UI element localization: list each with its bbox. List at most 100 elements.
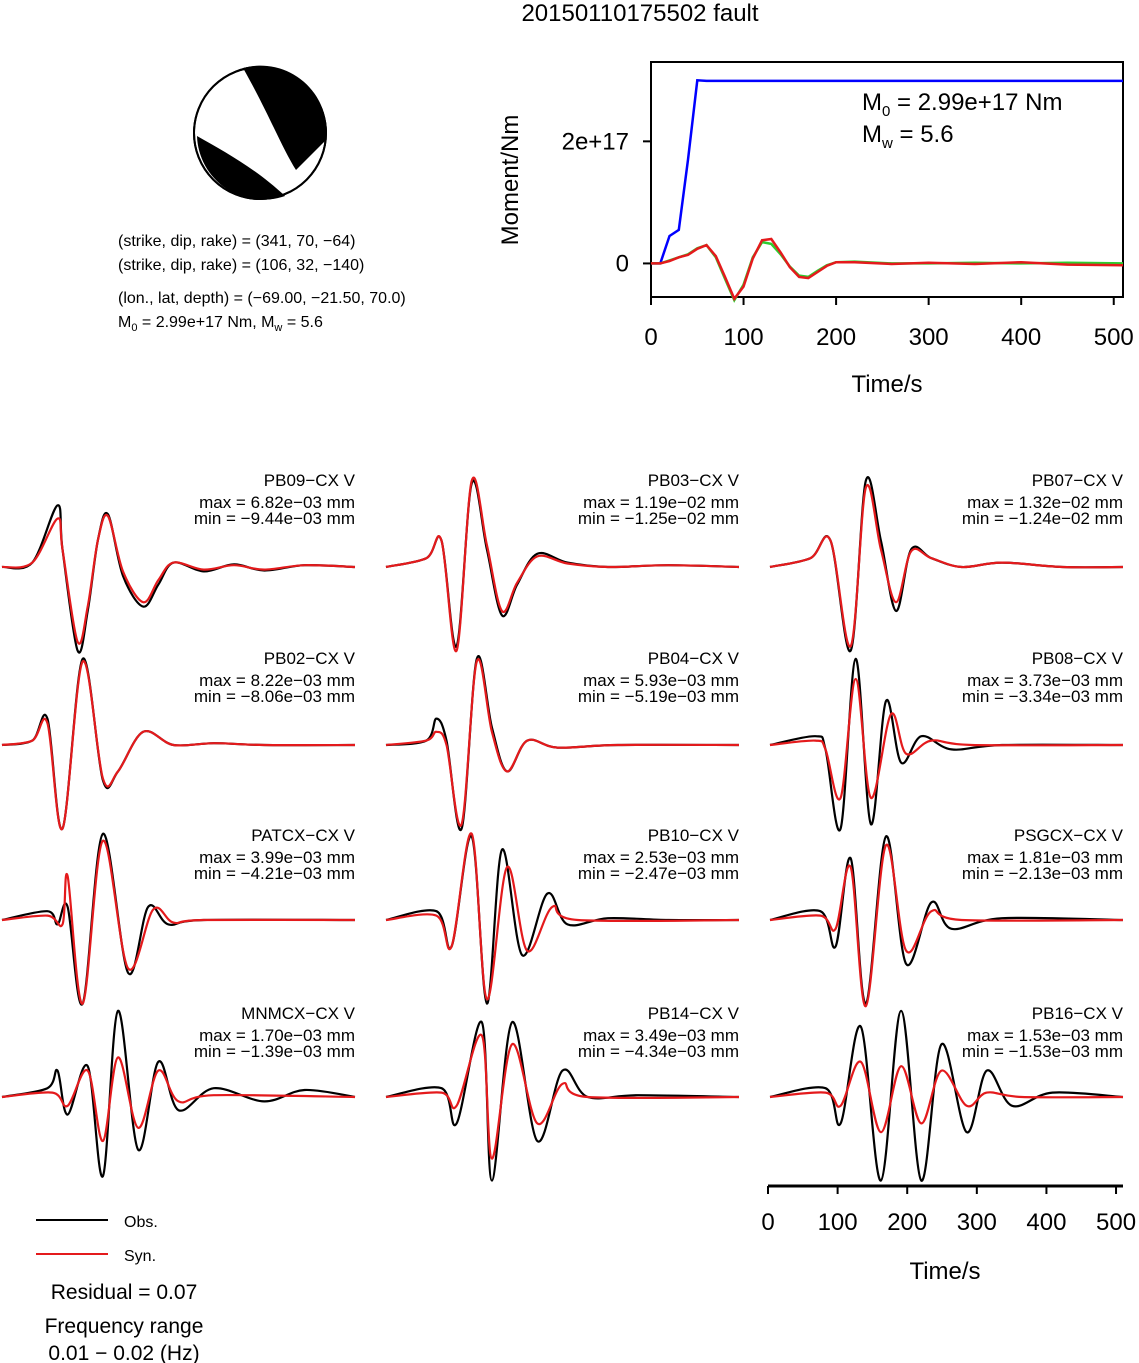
station-max: max = 1.53e−03 mm <box>967 1026 1123 1045</box>
station-max: max = 8.22e−03 mm <box>199 671 355 690</box>
moment-mw-label: Mw = 5.6 <box>862 121 954 152</box>
station-max: max = 3.99e−03 mm <box>199 848 355 867</box>
syn-trace <box>1 513 356 645</box>
syn-trace <box>385 476 740 652</box>
moment-xlabel: Time/s <box>851 371 922 398</box>
legend-syn-label: Syn. <box>124 1248 156 1265</box>
station-max: max = 2.53e−03 mm <box>583 848 739 867</box>
legend-obs-label: Obs. <box>124 1214 158 1231</box>
syn-trace <box>769 1060 1124 1134</box>
waveform-xtick-label: 100 <box>818 1209 858 1236</box>
mechanism-m0: 2.99e+17 Nm <box>156 314 253 331</box>
station-label: MNMCX−CX V <box>241 1004 355 1023</box>
station-label: PB09−CX V <box>264 471 356 490</box>
moment-xtick-label: 0 <box>644 324 657 351</box>
moment-xtick-label: 300 <box>909 324 949 351</box>
station-min: min = −5.19e−03 mm <box>578 687 739 706</box>
waveform-xtick-label: 500 <box>1096 1209 1136 1236</box>
station-max: max = 3.49e−03 mm <box>583 1026 739 1045</box>
syn-trace <box>769 677 1124 801</box>
station-label: PB16−CX V <box>1032 1004 1124 1023</box>
frequency-label: Frequency range <box>45 1315 204 1338</box>
moment-xtick-label: 500 <box>1094 324 1134 351</box>
station-max: max = 1.32e−02 mm <box>967 493 1123 512</box>
frequency-value: 0.01 − 0.02 (Hz) <box>48 1342 199 1363</box>
legend: Obs. Syn. <box>36 1214 158 1265</box>
moment-m0-value: 2.99e+17 Nm <box>918 89 1063 116</box>
station-min: min = −2.47e−03 mm <box>578 864 739 883</box>
station-max: max = 5.93e−03 mm <box>583 671 739 690</box>
station-label: PB04−CX V <box>648 649 740 668</box>
station-max: max = 1.81e−03 mm <box>967 848 1123 867</box>
station-min: min = −4.21e−03 mm <box>194 864 355 883</box>
mechanism-line-4: M0 = 2.99e+17 Nm, Mw = 5.6 <box>118 314 323 334</box>
syn-trace <box>385 658 740 827</box>
station-max: max = 1.19e−02 mm <box>583 493 739 512</box>
station-label: PB08−CX V <box>1032 649 1124 668</box>
moment-mw-value: 5.6 <box>920 121 953 148</box>
syn-trace <box>1 1056 356 1143</box>
station-min: min = −1.53e−03 mm <box>962 1042 1123 1061</box>
waveform-xlabel: Time/s <box>909 1258 980 1285</box>
obs-trace <box>769 1009 1124 1182</box>
station-label: PB02−CX V <box>264 649 356 668</box>
mechanism-mw: 5.6 <box>301 314 323 331</box>
station-min: min = −4.34e−03 mm <box>578 1042 739 1061</box>
station-min: min = −9.44e−03 mm <box>194 509 355 528</box>
station-max: max = 1.70e−03 mm <box>199 1026 355 1045</box>
station-max: max = 6.82e−03 mm <box>199 493 355 512</box>
mechanism-line-1: (strike, dip, rake) = (341, 70, −64) <box>118 233 355 250</box>
moment-xtick-label: 400 <box>1001 324 1041 351</box>
moment-xtick-label: 100 <box>724 324 764 351</box>
moment-ylabel: Moment/Nm <box>497 115 524 246</box>
moment-plot-frame <box>650 61 1124 298</box>
moment-xtick-label: 200 <box>816 324 856 351</box>
syn-trace <box>385 832 740 1001</box>
station-label: PB14−CX V <box>648 1004 740 1023</box>
station-min: min = −1.24e−02 mm <box>962 509 1123 528</box>
mechanism-line-3: (lon., lat, depth) = (−69.00, −21.50, 70… <box>118 290 406 307</box>
moment-series-3 <box>651 237 1124 302</box>
moment-ytick-label: 2e+17 <box>562 128 629 155</box>
syn-trace <box>769 483 1124 648</box>
syn-trace <box>1 660 356 831</box>
moment-ytick-label: 0 <box>616 250 629 277</box>
syn-trace <box>1 839 356 1005</box>
station-label: PB07−CX V <box>1032 471 1124 490</box>
waveform-xtick-label: 300 <box>957 1209 997 1236</box>
beachball-icon <box>193 65 327 200</box>
mechanism-info: (strike, dip, rake) = (341, 70, −64) (st… <box>118 233 406 334</box>
figure-title: 20150110175502 fault <box>521 0 758 27</box>
obs-trace <box>769 835 1124 1005</box>
syn-trace <box>769 844 1124 1008</box>
station-label: PB10−CX V <box>648 826 740 845</box>
waveform-xtick-label: 200 <box>887 1209 927 1236</box>
station-label: PATCX−CX V <box>251 826 355 845</box>
residual-text: Residual = 0.07 <box>51 1281 198 1304</box>
waveform-xtick-label: 0 <box>761 1209 774 1236</box>
station-min: min = −2.13e−03 mm <box>962 864 1123 883</box>
station-label: PSGCX−CX V <box>1014 826 1124 845</box>
syn-trace <box>385 1033 740 1160</box>
station-label: PB03−CX V <box>648 471 740 490</box>
station-max: max = 3.73e−03 mm <box>967 671 1123 690</box>
station-min: min = −3.34e−03 mm <box>962 687 1123 706</box>
waveform-time-axis: 0 100 200 300 400 500 <box>761 1184 1136 1236</box>
moment-m0-label: M0 = 2.99e+17 Nm <box>862 89 1062 120</box>
station-min: min = −1.25e−02 mm <box>578 509 739 528</box>
